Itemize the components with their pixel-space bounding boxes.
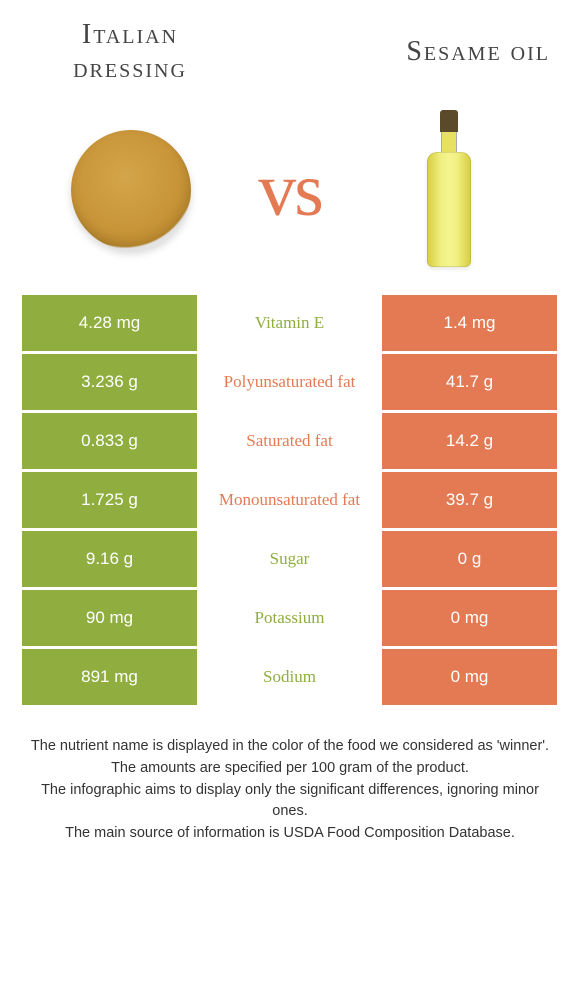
value-right: 0 mg <box>382 590 557 646</box>
infographic-container: Italian dressing Sesame oil vs 4.28 mgVi… <box>0 0 580 994</box>
value-left: 3.236 g <box>22 354 197 410</box>
value-right: 0 mg <box>382 649 557 705</box>
header: Italian dressing Sesame oil <box>0 0 580 95</box>
title-right: Sesame oil <box>350 35 550 69</box>
nutrient-label: Vitamin E <box>197 295 382 351</box>
table-row: 90 mgPotassium0 mg <box>22 590 558 646</box>
vs-label: vs <box>258 147 322 234</box>
nutrient-label: Potassium <box>197 590 382 646</box>
value-right: 14.2 g <box>382 413 557 469</box>
footer-notes: The nutrient name is displayed in the co… <box>0 708 580 845</box>
value-right: 0 g <box>382 531 557 587</box>
table-row: 0.833 gSaturated fat14.2 g <box>22 413 558 469</box>
food-image-right <box>374 115 524 265</box>
table-row: 1.725 gMonounsaturated fat39.7 g <box>22 472 558 528</box>
nutrient-label: Monounsaturated fat <box>197 472 382 528</box>
nutrient-label: Sugar <box>197 531 382 587</box>
footer-line-4: The main source of information is USDA F… <box>24 823 556 845</box>
value-left: 90 mg <box>22 590 197 646</box>
nutrient-label: Sodium <box>197 649 382 705</box>
value-right: 41.7 g <box>382 354 557 410</box>
value-left: 1.725 g <box>22 472 197 528</box>
oil-bottle-icon <box>424 110 474 270</box>
value-left: 891 mg <box>22 649 197 705</box>
footer-line-2: The amounts are specified per 100 gram o… <box>24 758 556 780</box>
nutrient-label: Polyunsaturated fat <box>197 354 382 410</box>
table-row: 891 mgSodium0 mg <box>22 649 558 705</box>
value-left: 4.28 mg <box>22 295 197 351</box>
value-left: 9.16 g <box>22 531 197 587</box>
value-right: 39.7 g <box>382 472 557 528</box>
images-row: vs <box>0 95 580 295</box>
table-row: 9.16 gSugar0 g <box>22 531 558 587</box>
table-row: 3.236 gPolyunsaturated fat41.7 g <box>22 354 558 410</box>
title-left: Italian dressing <box>30 18 230 85</box>
footer-line-1: The nutrient name is displayed in the co… <box>24 736 556 758</box>
comparison-table: 4.28 mgVitamin E1.4 mg3.236 gPolyunsatur… <box>0 295 580 708</box>
dressing-bowl-icon <box>71 130 191 250</box>
value-right: 1.4 mg <box>382 295 557 351</box>
food-image-left <box>56 115 206 265</box>
value-left: 0.833 g <box>22 413 197 469</box>
footer-line-3: The infographic aims to display only the… <box>24 780 556 824</box>
nutrient-label: Saturated fat <box>197 413 382 469</box>
table-row: 4.28 mgVitamin E1.4 mg <box>22 295 558 351</box>
